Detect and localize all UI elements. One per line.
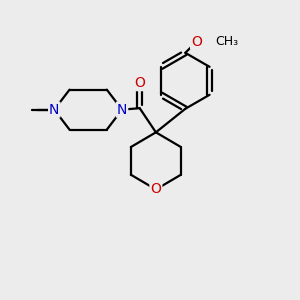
Text: CH₃: CH₃ bbox=[215, 35, 238, 48]
Text: N: N bbox=[117, 103, 127, 117]
Text: N: N bbox=[49, 103, 59, 117]
Text: O: O bbox=[191, 34, 202, 49]
Text: O: O bbox=[134, 76, 145, 90]
Text: O: O bbox=[151, 182, 161, 197]
Text: methyl: methyl bbox=[31, 108, 36, 110]
